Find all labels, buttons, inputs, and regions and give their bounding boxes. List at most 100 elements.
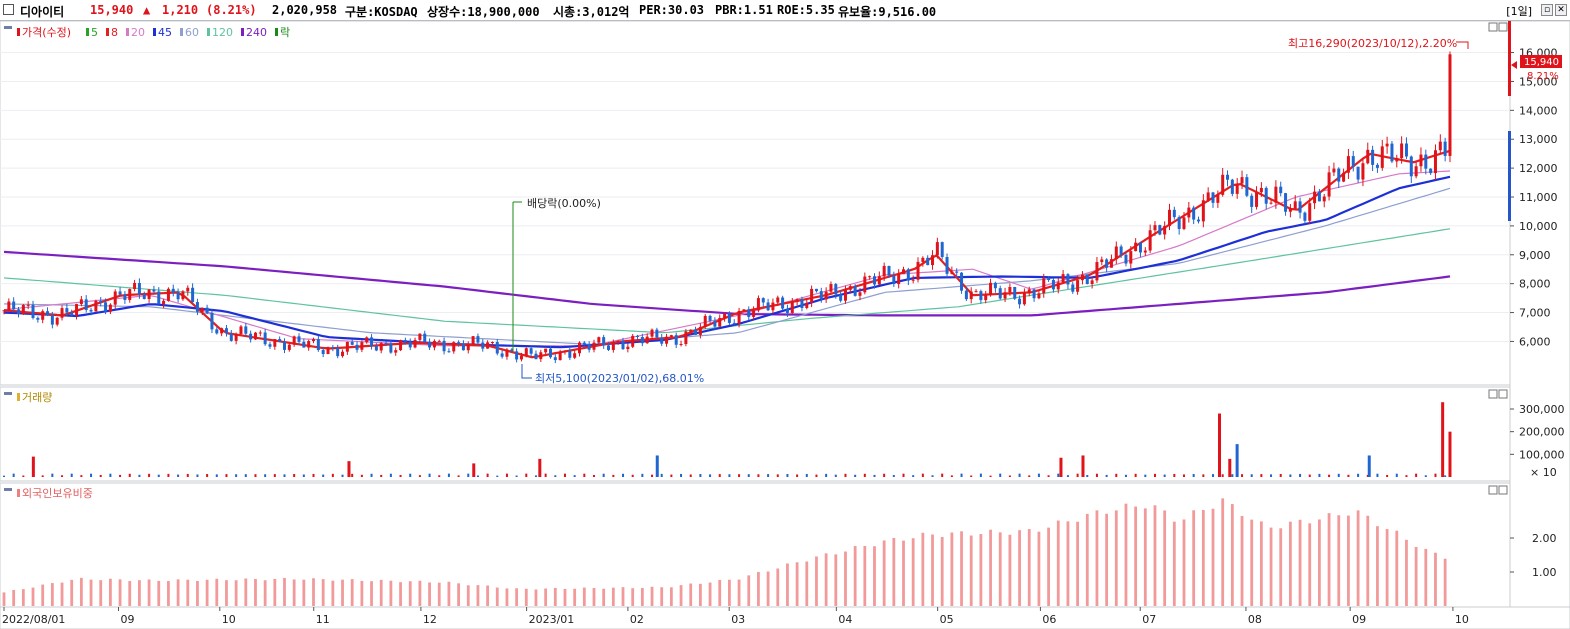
candle-body <box>171 288 175 293</box>
volume-spike <box>347 461 351 477</box>
volume-bar <box>1444 475 1447 477</box>
candle-body <box>1380 146 1384 168</box>
volume-spike <box>538 458 542 477</box>
foreign-bar <box>844 551 847 606</box>
foreign-bar <box>921 532 925 606</box>
ma-legend-swatch <box>153 28 156 36</box>
foreign-bar <box>1279 528 1283 606</box>
maximize-icon[interactable]: ▫ <box>1541 4 1553 16</box>
volume-bar <box>1095 473 1098 477</box>
volume-bar <box>215 474 218 477</box>
foreign-bar <box>302 579 306 606</box>
price-tick-label: 12,000 <box>1519 162 1558 175</box>
candle-body <box>1013 287 1017 299</box>
volume-bar <box>979 473 982 477</box>
candle-body <box>1342 172 1346 182</box>
select-checkbox[interactable] <box>3 4 14 15</box>
volume-bar <box>322 474 325 477</box>
candle-body <box>1090 280 1094 285</box>
candle-body <box>205 307 209 313</box>
candle-body <box>1269 202 1273 204</box>
ma-line-60 <box>3 187 1451 345</box>
foreign-bar <box>1037 531 1041 606</box>
volume-bar <box>931 475 934 477</box>
close-icon[interactable]: ✕ <box>1555 4 1567 16</box>
foreign-bar <box>592 588 596 606</box>
volume-bar <box>1318 473 1321 477</box>
volume-bar <box>61 475 64 477</box>
candle-body <box>244 326 248 334</box>
candle-body <box>466 343 470 351</box>
price-tick-label: 14,000 <box>1519 104 1558 117</box>
candle-body <box>253 332 257 340</box>
candle-body <box>384 343 388 345</box>
candle-body <box>1187 207 1191 218</box>
volume-spike <box>1218 413 1222 477</box>
volume-bar <box>1328 474 1331 477</box>
candle-body <box>50 315 54 325</box>
volume-bar <box>583 473 586 477</box>
candle-body <box>781 297 785 309</box>
candle-body <box>1129 251 1133 264</box>
foreign-bar <box>534 589 538 606</box>
foreign-bar <box>621 587 625 606</box>
candle-body <box>55 317 59 325</box>
candle-body <box>926 257 930 266</box>
volume-bar <box>738 474 741 477</box>
foreign-bar <box>969 535 973 606</box>
candle-body <box>307 341 311 348</box>
candle-body <box>70 312 74 316</box>
volume-bar <box>331 473 334 477</box>
candle-body <box>297 336 301 342</box>
volume-bar <box>612 474 615 477</box>
candle-body <box>1429 168 1433 174</box>
per-value: PER:30.03 <box>639 3 705 17</box>
volume-bar <box>467 473 470 477</box>
volume-bar <box>41 475 44 477</box>
volume-bar <box>1115 473 1118 477</box>
foreign-bar <box>408 581 412 606</box>
volume-bar <box>1182 474 1185 477</box>
volume-bar <box>99 475 102 477</box>
candle-body <box>795 299 799 302</box>
foreign-ratio-bars <box>2 498 1447 606</box>
foreign-bar <box>902 540 905 606</box>
date-tick-label: 2022/08/01 <box>2 613 65 626</box>
candle-body <box>1448 54 1452 156</box>
foreign-bar <box>360 580 364 606</box>
candle-body <box>1366 149 1370 164</box>
foreign-bar <box>669 587 673 606</box>
foreign-tick-label: 2.00 <box>1532 532 1557 545</box>
volume-bar <box>834 474 837 477</box>
candle-body <box>142 294 146 299</box>
period-selector[interactable]: [1일] <box>1506 5 1532 18</box>
candle-body <box>611 341 615 350</box>
foreign-bar <box>466 585 470 606</box>
volume-bar <box>1386 475 1389 477</box>
candle-body <box>950 271 954 274</box>
volume-bar <box>854 474 857 477</box>
candle-body <box>200 307 204 312</box>
candle-body <box>969 291 973 300</box>
candle-body <box>350 341 354 345</box>
candle-body <box>1003 292 1007 299</box>
foreign-bar <box>582 587 586 606</box>
candle-body <box>215 329 219 334</box>
foreign-bar <box>234 580 238 606</box>
ma-legend-label: 120 <box>212 26 233 39</box>
volume-bar <box>912 475 915 477</box>
candle-body <box>1119 246 1123 255</box>
candle-body <box>703 315 707 327</box>
candle-body <box>457 342 461 344</box>
volume-spike <box>1081 455 1085 477</box>
foreign-bar <box>1105 513 1109 606</box>
foreign-bar <box>718 579 722 606</box>
volume-bar <box>138 474 141 477</box>
candle-body <box>46 311 50 316</box>
volume-bar <box>1066 475 1069 477</box>
foreign-bar <box>118 579 122 606</box>
panel-controls[interactable] <box>1488 22 1508 495</box>
volume-bar <box>1134 473 1137 477</box>
foreign-bar <box>1298 519 1302 606</box>
candle-body <box>345 341 349 352</box>
